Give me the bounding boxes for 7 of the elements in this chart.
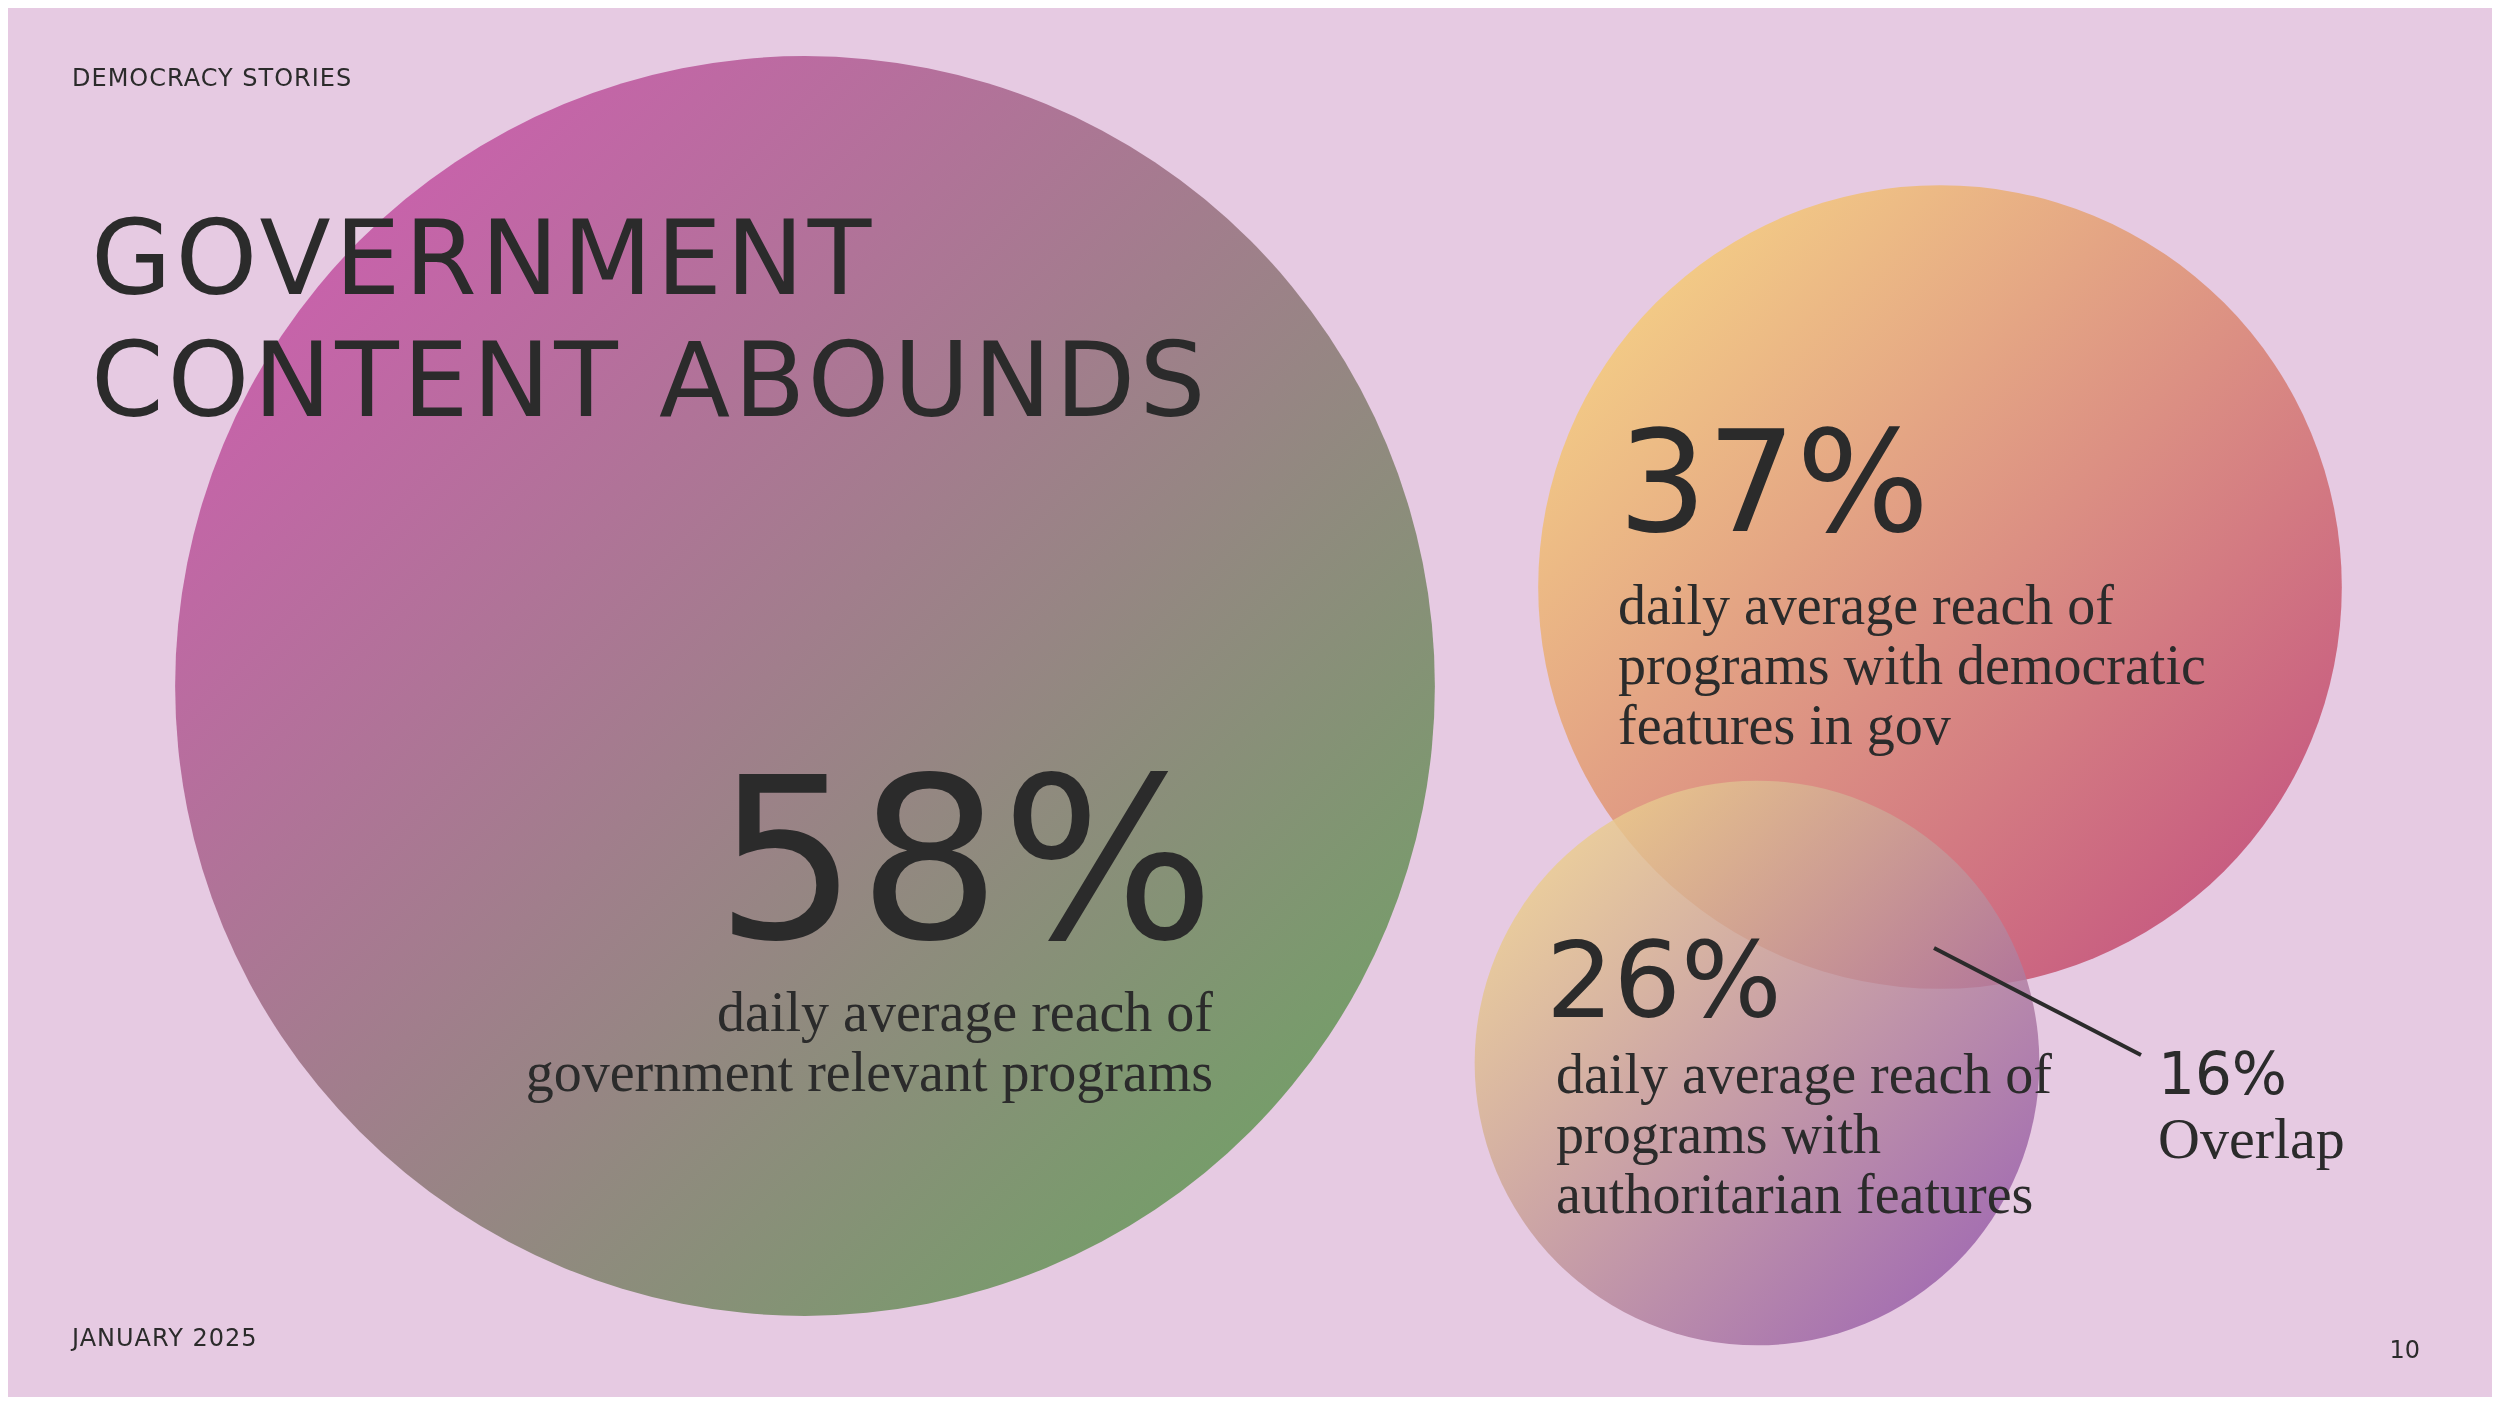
- text: DEMOCRACY STORIES: [72, 64, 353, 92]
- text: JANUARY 2025: [72, 1324, 258, 1352]
- data-label: 26%: [1546, 919, 1782, 1042]
- text: 16% Overlap: [2158, 1040, 2345, 1171]
- data-label: 37%: [1618, 401, 1930, 564]
- text: 10: [2389, 1336, 2420, 1364]
- category-label: daily average reach of programs with democratic features in gov: [1618, 574, 2207, 756]
